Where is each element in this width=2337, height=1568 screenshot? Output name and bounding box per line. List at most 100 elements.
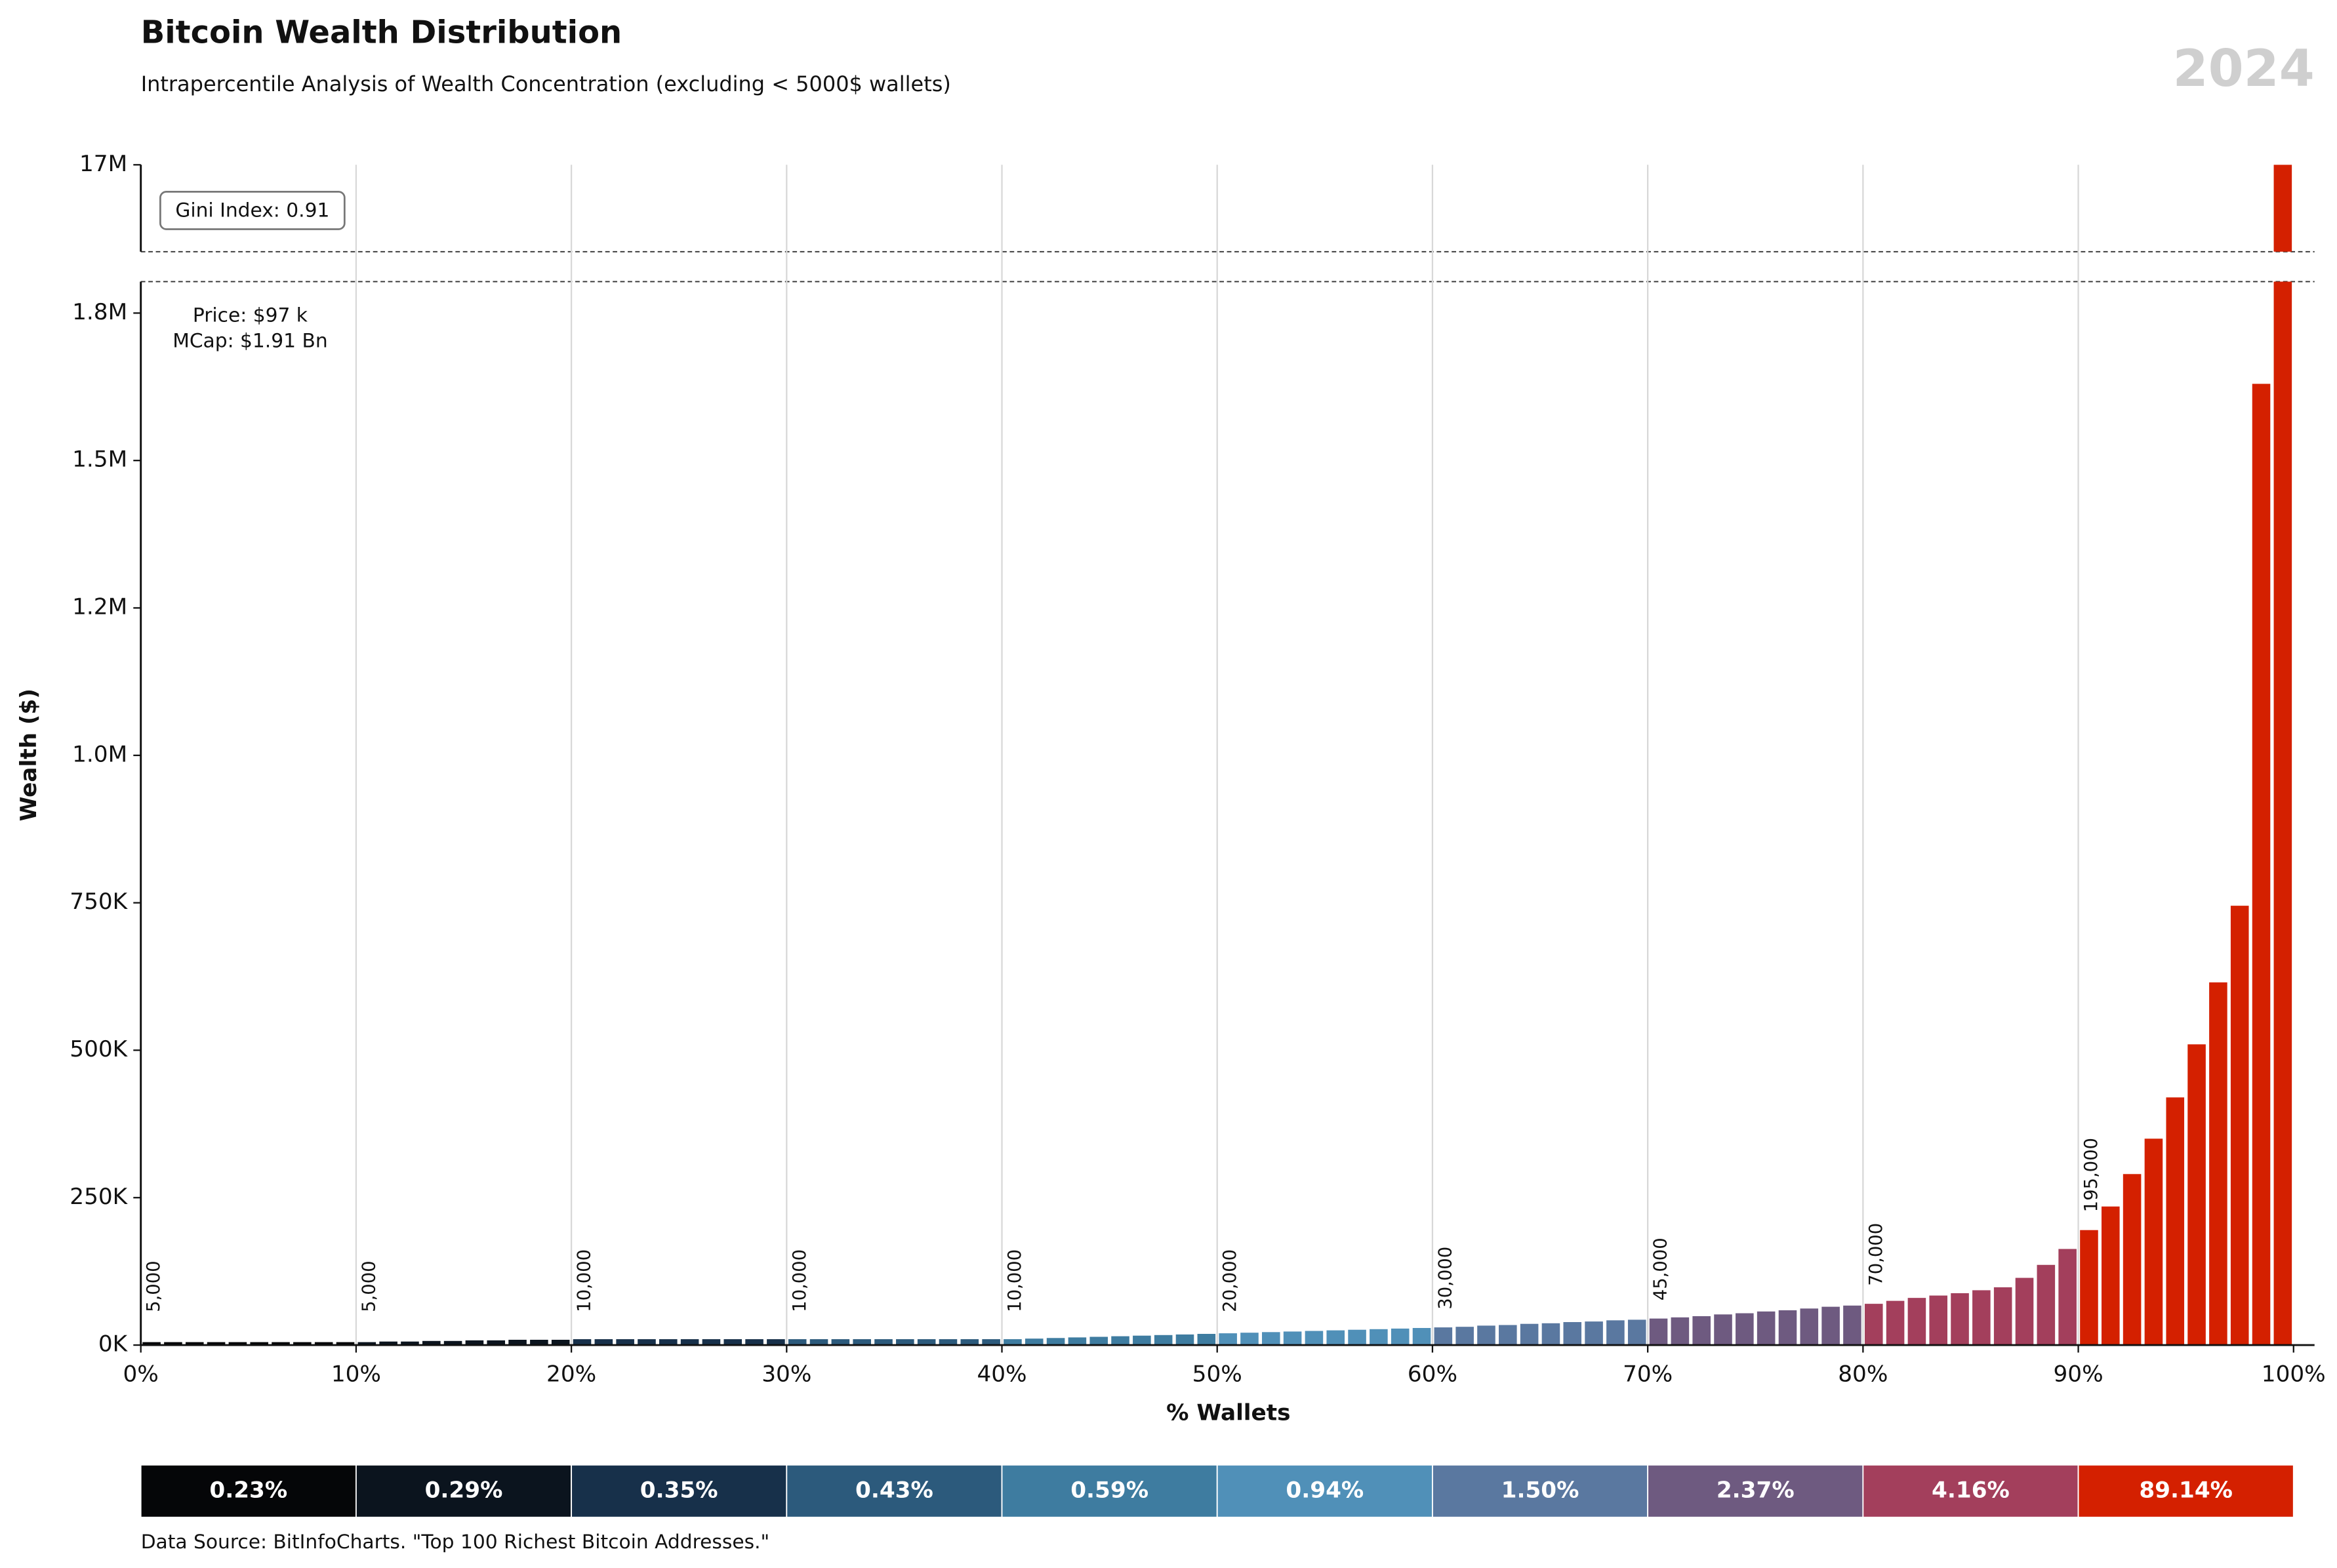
- x-tick-label: 90%: [2053, 1361, 2103, 1387]
- source: Data Source: BitInfoCharts. "Top 100 Ric…: [141, 1531, 770, 1554]
- bar: [939, 1339, 958, 1346]
- x-tick-label: 30%: [762, 1361, 811, 1387]
- value-label: 5,000: [144, 1260, 164, 1312]
- bar: [594, 1339, 613, 1346]
- bar: [465, 1340, 484, 1346]
- bar: [357, 1342, 376, 1346]
- bar: [960, 1339, 979, 1346]
- bar: [142, 1342, 161, 1346]
- bar: [314, 1342, 333, 1346]
- share-segment: [2077, 1464, 2294, 1518]
- value-label: 70,000: [1866, 1223, 1886, 1286]
- value-label: 10,000: [1005, 1249, 1025, 1312]
- x-tick-label: 40%: [977, 1361, 1026, 1387]
- bar: [1175, 1334, 1194, 1346]
- bar: [443, 1340, 462, 1346]
- bar: [1520, 1323, 1539, 1346]
- bar: [2123, 1174, 2142, 1346]
- bar: [723, 1339, 742, 1346]
- bar: [1089, 1337, 1108, 1346]
- x-axis-label: % Wallets: [1166, 1400, 1290, 1426]
- bar: [1391, 1328, 1410, 1346]
- y-tick-label: 1.0M: [72, 741, 127, 767]
- y-tick-label: 1.8M: [72, 299, 127, 325]
- value-label: 30,000: [1435, 1247, 1455, 1310]
- bar: [2144, 1138, 2163, 1346]
- bar: [1455, 1327, 1474, 1346]
- bar: [831, 1339, 850, 1346]
- share-segment: [1216, 1464, 1433, 1518]
- bar: [745, 1339, 763, 1346]
- x-tick-label: 70%: [1623, 1361, 1673, 1387]
- bar-top: [2273, 165, 2292, 252]
- bar: [573, 1339, 592, 1346]
- bar: [2080, 1230, 2098, 1346]
- bar: [874, 1339, 893, 1346]
- bar: [1692, 1316, 1711, 1346]
- bar: [982, 1339, 1000, 1346]
- x-tick-label: 0%: [123, 1361, 159, 1387]
- share-label: 4.16%: [1932, 1477, 2010, 1503]
- bar: [1864, 1304, 1883, 1346]
- bar: [767, 1339, 785, 1346]
- bar: [336, 1342, 355, 1346]
- bar: [1563, 1322, 1582, 1346]
- share-label: 89.14%: [2139, 1477, 2233, 1503]
- bar: [2187, 1044, 2206, 1346]
- bar: [1068, 1337, 1087, 1346]
- bar: [1305, 1331, 1324, 1346]
- bar: [659, 1339, 678, 1346]
- share-label: 2.37%: [1717, 1477, 1795, 1503]
- bar: [2058, 1249, 2077, 1346]
- y-tick-label: 17M: [79, 151, 127, 177]
- share-label: 0.23%: [209, 1477, 287, 1503]
- bar: [1951, 1293, 1969, 1346]
- price: Price: $97 k: [193, 304, 308, 327]
- bar: [1736, 1313, 1754, 1346]
- bar: [379, 1341, 397, 1346]
- bar: [530, 1339, 548, 1346]
- bar: [1025, 1338, 1044, 1346]
- y-tick-label: 250K: [70, 1184, 128, 1210]
- bar: [1283, 1331, 1302, 1346]
- bar: [1585, 1321, 1603, 1346]
- bar: [1993, 1287, 2012, 1346]
- share-label: 0.43%: [855, 1477, 933, 1503]
- bar: [1240, 1333, 1259, 1346]
- bar: [1197, 1333, 1216, 1346]
- y-axis-label: Wealth ($): [16, 689, 42, 821]
- bar: [1606, 1320, 1625, 1346]
- value-label: 10,000: [790, 1249, 810, 1312]
- bar: [1412, 1327, 1431, 1346]
- y-tick-label: 0K: [98, 1331, 129, 1357]
- bar: [2166, 1097, 2185, 1346]
- bar: [422, 1340, 441, 1346]
- x-tick-label: 10%: [331, 1361, 381, 1387]
- bar: [1261, 1332, 1280, 1346]
- bar: [1671, 1317, 1690, 1346]
- bar: [1004, 1339, 1022, 1346]
- bar: [1821, 1306, 1840, 1346]
- bar: [702, 1339, 721, 1346]
- bar: [207, 1342, 226, 1346]
- bar: [1972, 1290, 1991, 1346]
- bar: [1499, 1325, 1517, 1346]
- bar: [1627, 1319, 1646, 1346]
- bar: [1649, 1318, 1668, 1346]
- bar: [788, 1339, 807, 1346]
- bar: [2209, 982, 2227, 1346]
- market-cap: MCap: $1.91 Bn: [173, 329, 327, 352]
- bar: [272, 1342, 290, 1346]
- x-tick-label: 20%: [546, 1361, 596, 1387]
- share-label: 1.50%: [1501, 1477, 1579, 1503]
- share-segment: [355, 1464, 573, 1518]
- share-label: 0.59%: [1070, 1477, 1148, 1503]
- bar: [896, 1339, 914, 1346]
- share-segment: [1001, 1464, 1218, 1518]
- share-segment: [140, 1464, 357, 1518]
- gini-box: [159, 191, 346, 230]
- bar: [1886, 1300, 1905, 1346]
- chart-title: Bitcoin Wealth Distribution: [141, 14, 622, 51]
